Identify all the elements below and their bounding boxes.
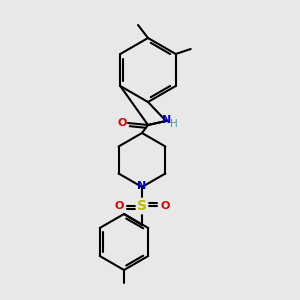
Text: H: H [170,119,178,129]
Text: O: O [117,118,127,128]
Text: N: N [162,115,172,125]
Text: O: O [114,201,124,211]
Text: N: N [137,181,147,191]
Text: S: S [137,199,147,213]
Text: O: O [160,201,170,211]
